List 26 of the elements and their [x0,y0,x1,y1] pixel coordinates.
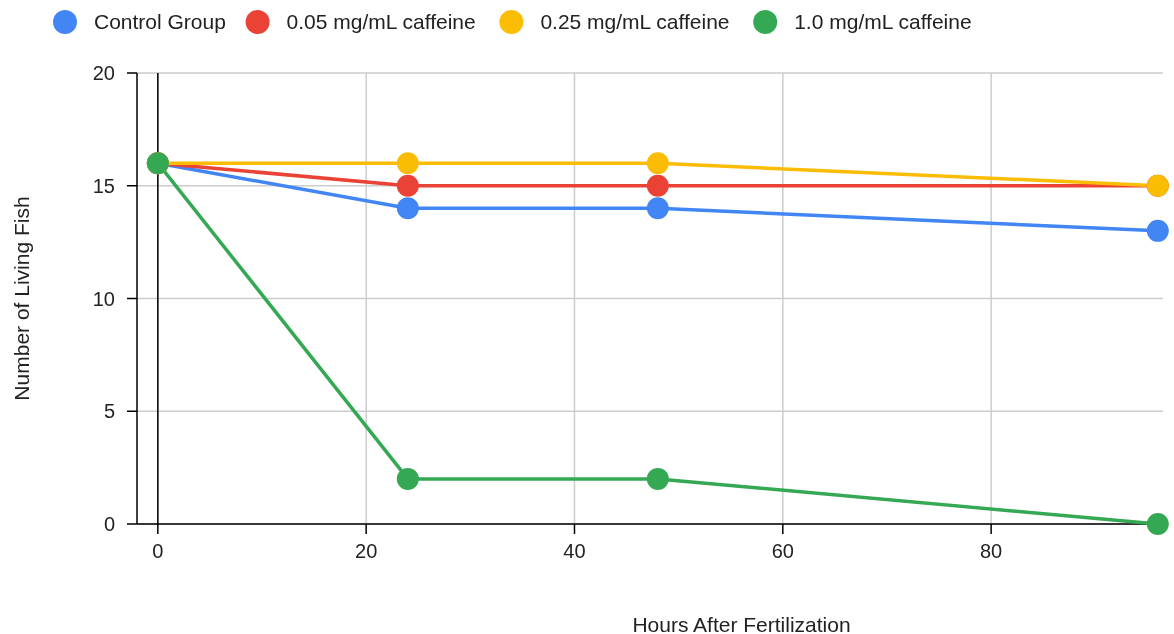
legend-label: 0.25 mg/mL caffeine [540,10,730,33]
point [1146,513,1169,535]
point [1146,219,1169,242]
point [646,152,669,175]
y-tick-label: 20 [92,62,115,84]
point [396,152,419,175]
x-tick-label: 0 [152,540,164,562]
y-tick-label: 10 [92,287,115,310]
point [646,174,669,197]
point [396,467,419,490]
point [646,467,669,490]
legend-label: 1.0 mg/mL caffeine [794,10,972,33]
y-tick-label: 0 [103,513,115,535]
x-tick-label: 20 [355,540,378,562]
y-tick-label: 5 [103,400,115,423]
x-tick-label: 60 [771,540,794,562]
point [396,197,419,220]
legend-label: 0.05 mg/mL caffeine [286,10,476,33]
y-tick-label: 15 [92,174,115,197]
x-tick-label: 80 [980,540,1003,562]
legend-label: Control Group [94,10,226,33]
y-axis-title: Number of Living Fish [10,196,33,401]
point [396,174,419,197]
x-tick-label: 40 [563,540,586,562]
point [646,197,669,220]
x-axis-title: Hours After Fertilization [632,613,851,634]
